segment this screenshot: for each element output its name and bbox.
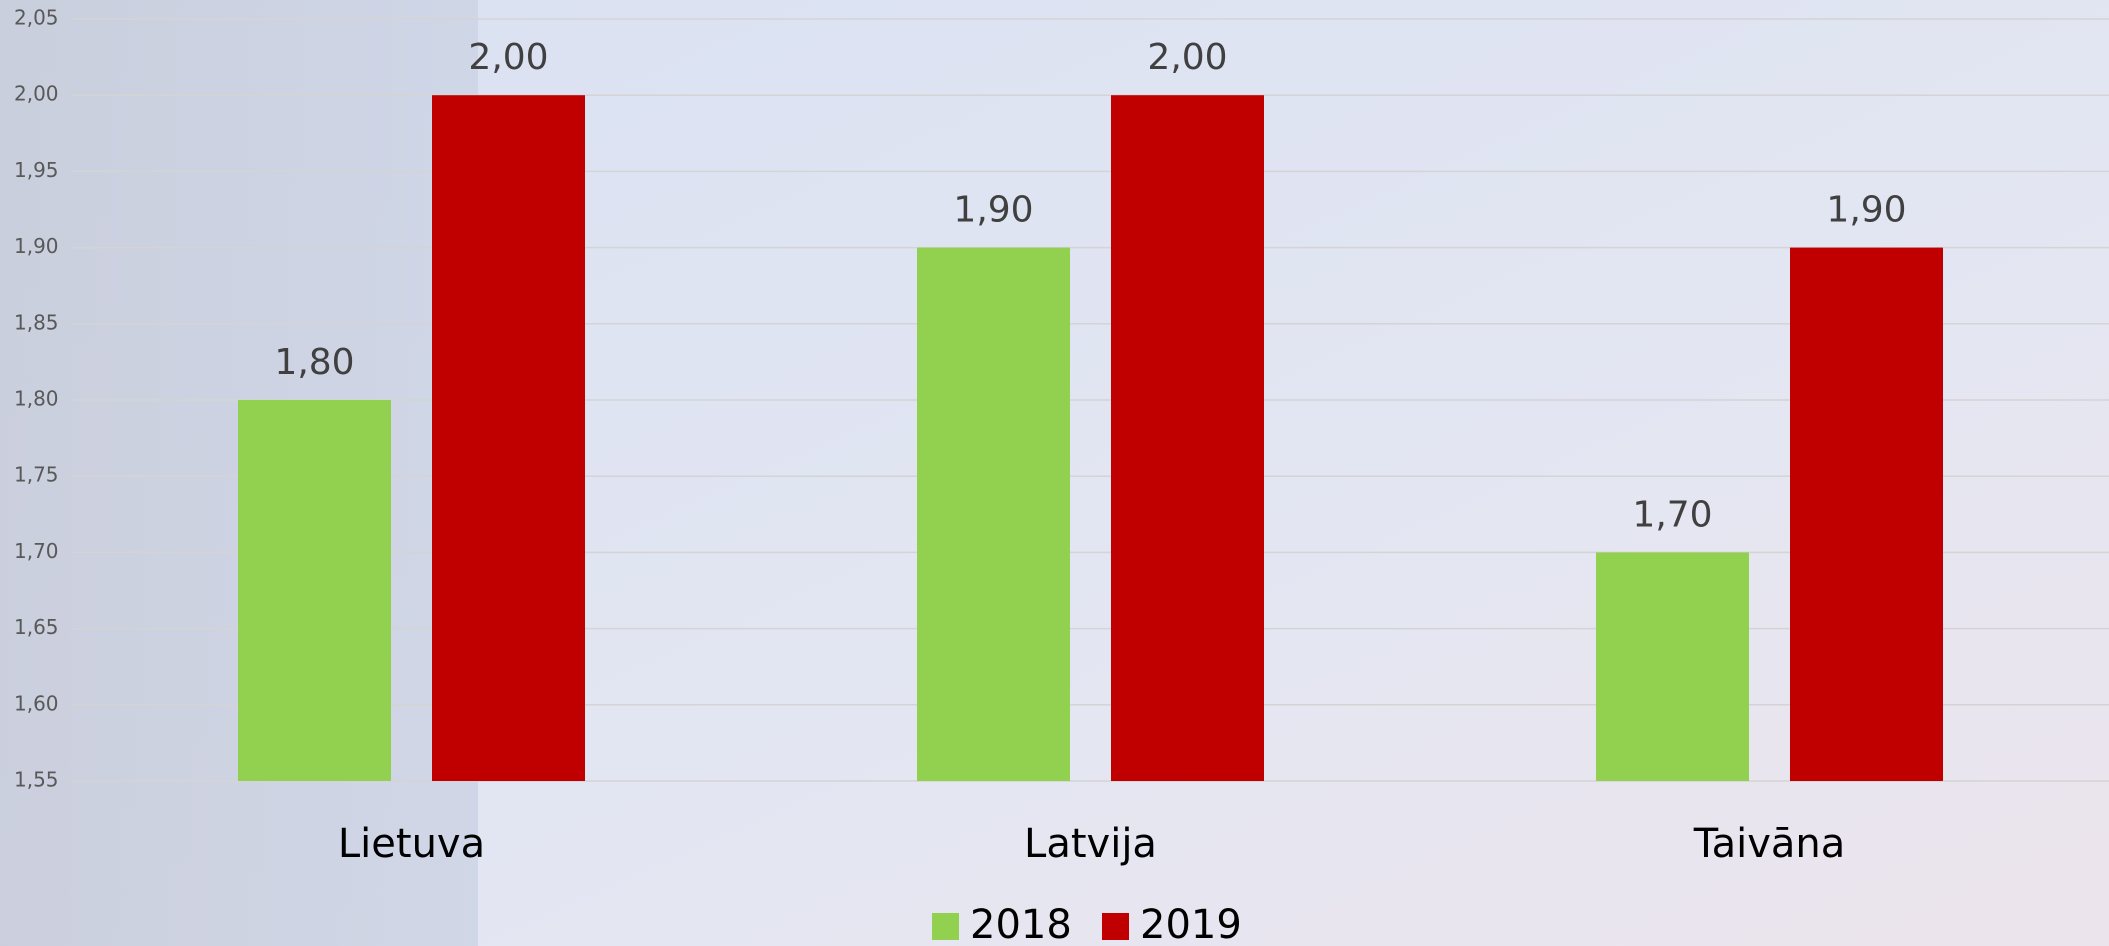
y-tick-label: 1,85 <box>14 310 59 334</box>
x-tick-label: Taivāna <box>1693 821 1845 867</box>
data-label: 1,90 <box>953 190 1033 231</box>
data-label: 1,70 <box>1632 494 1712 535</box>
y-tick-label: 1,80 <box>14 387 59 411</box>
bar <box>238 400 391 781</box>
y-tick-label: 2,05 <box>14 6 59 30</box>
data-label: 2,00 <box>1147 37 1227 78</box>
bar <box>432 95 585 781</box>
legend-label: 2018 <box>970 902 1072 946</box>
y-tick-label: 1,70 <box>14 539 59 563</box>
y-tick-label: 1,95 <box>14 158 59 182</box>
bar <box>1790 248 1943 781</box>
bar <box>917 248 1070 781</box>
chart: 1,55 1,60 1,65 1,70 1,75 1,80 1,85 1,90 1,95 2,00… <box>0 0 2109 946</box>
legend-swatch <box>1102 913 1129 940</box>
y-tick-label: 2,00 <box>14 82 59 106</box>
data-label: 1,90 <box>1826 190 1906 231</box>
x-tick-label: Lietuva <box>338 821 485 867</box>
y-tick-label: 1,75 <box>14 463 59 487</box>
y-tick-label: 1,55 <box>14 768 59 792</box>
bar <box>1596 552 1749 781</box>
y-tick-label: 1,65 <box>14 615 59 639</box>
y-tick-label: 1,90 <box>14 234 59 258</box>
data-label: 1,80 <box>274 342 354 383</box>
legend-label: 2019 <box>1140 902 1242 946</box>
legend-swatch <box>932 913 959 940</box>
y-tick-label: 1,60 <box>14 691 59 715</box>
x-tick-label: Latvija <box>1024 821 1157 867</box>
data-label: 2,00 <box>468 37 548 78</box>
bar <box>1111 95 1264 781</box>
